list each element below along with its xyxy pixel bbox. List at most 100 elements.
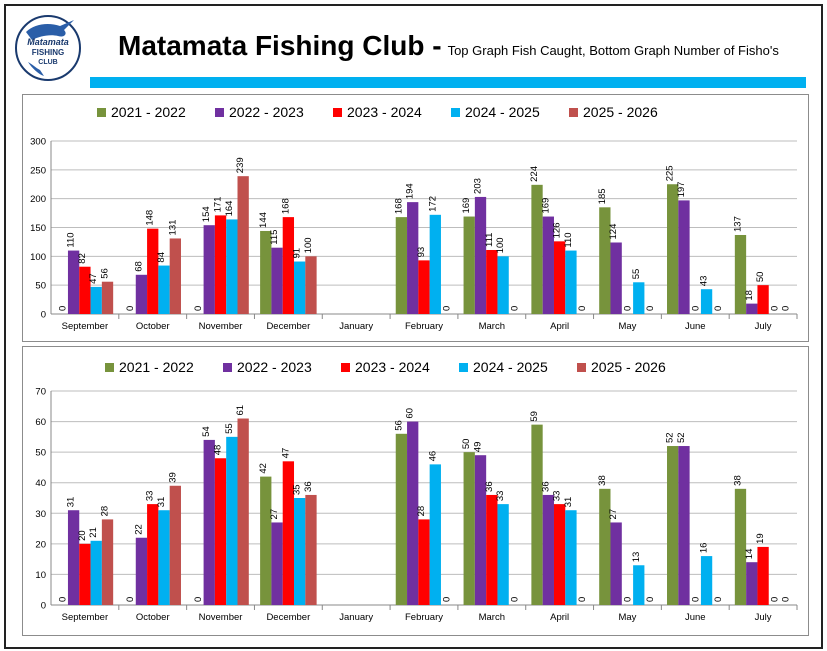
legend-swatch-2022-2023 (215, 108, 224, 117)
bar-2023-2024-october (147, 504, 159, 605)
y-tick-label: 250 (30, 165, 46, 176)
bar-2022-2023-december (271, 247, 283, 314)
data-label: 115 (269, 230, 280, 245)
category-label-december: December (266, 321, 310, 332)
data-label: 168 (280, 198, 291, 214)
bar-2025-2026-october (169, 485, 181, 605)
bar-2025-2026-december (305, 256, 317, 314)
data-label: 47 (88, 273, 99, 284)
page-title: Matamata Fishing Club - Top Graph Fish Ca… (118, 30, 779, 62)
data-label: 0 (713, 597, 724, 602)
bar-2022-2023-june (678, 200, 690, 314)
legend-entry-2024-2025: 2024 - 2025 (473, 359, 548, 375)
data-label: 50 (461, 439, 472, 450)
data-label: 36 (303, 481, 314, 492)
data-label: 61 (235, 405, 246, 416)
data-label: 0 (769, 306, 780, 311)
legend-entry-2021-2022: 2021 - 2022 (119, 359, 194, 375)
bar-2021-2022-december (260, 230, 272, 314)
data-label: 31 (156, 497, 167, 508)
category-label-may: May (618, 612, 636, 623)
bar-2024-2025-september (90, 286, 102, 314)
data-label: 38 (732, 475, 743, 486)
bar-2022-2023-may (610, 242, 622, 314)
bar-2023-2024-april (553, 504, 566, 605)
y-tick-label: 20 (35, 539, 46, 550)
bar-2021-2022-december (260, 476, 272, 605)
legend-swatch-2021-2022 (105, 363, 114, 372)
bar-2023-2024-july (757, 285, 769, 314)
data-label: 0 (57, 306, 68, 311)
data-label: 185 (597, 188, 608, 204)
title-text: Matamata Fishing Club - (118, 30, 442, 61)
bar-2023-2024-july (757, 546, 769, 605)
data-label: 31 (66, 497, 77, 508)
bar-2024-2025-september (90, 540, 102, 605)
data-label: 172 (427, 196, 438, 212)
y-tick-label: 30 (35, 509, 46, 520)
data-label: 13 (631, 552, 642, 563)
bar-2022-2023-march (474, 196, 487, 314)
data-label: 47 (280, 448, 291, 459)
data-label: 14 (744, 549, 755, 560)
data-label: 60 (405, 408, 416, 419)
bar-2023-2024-december (282, 217, 295, 314)
data-label: 19 (755, 533, 766, 544)
data-label: 131 (167, 220, 178, 236)
data-label: 33 (145, 491, 156, 502)
legend-swatch-2024-2025 (451, 108, 460, 117)
y-tick-label: 10 (35, 570, 46, 581)
data-label: 0 (690, 306, 701, 311)
category-label-september: September (62, 612, 108, 623)
data-label: 54 (201, 426, 212, 437)
bar-2024-2025-december (294, 261, 306, 314)
bar-2021-2022-february (395, 217, 408, 314)
legend-swatch-2022-2023 (223, 363, 232, 372)
data-label: 197 (676, 182, 687, 198)
marlin-fish-icon (26, 20, 74, 40)
data-label: 39 (167, 472, 178, 483)
y-tick-label: 100 (30, 252, 46, 263)
data-label: 52 (665, 432, 676, 443)
category-label-february: February (405, 321, 443, 332)
legend-swatch-2024-2025 (459, 363, 468, 372)
bar-2024-2025-march (497, 256, 509, 314)
category-label-june: June (685, 612, 706, 623)
data-label: 33 (552, 491, 563, 502)
y-tick-label: 200 (30, 194, 46, 205)
bar-2022-2023-june (678, 446, 690, 605)
bar-2022-2023-july (746, 562, 758, 605)
bar-2025-2026-december (305, 494, 317, 605)
data-label: 33 (495, 491, 506, 502)
bar-2023-2024-december (282, 461, 295, 605)
data-label: 0 (622, 597, 633, 602)
category-label-november: November (199, 321, 243, 332)
data-label: 36 (484, 481, 495, 492)
bar-2022-2023-september (67, 250, 80, 314)
bar-2022-2023-march (474, 455, 487, 605)
bar-2023-2024-april (553, 241, 566, 314)
bar-2021-2022-april (531, 424, 543, 605)
bar-2024-2025-june (700, 289, 713, 314)
data-label: 194 (405, 183, 416, 199)
bar-2022-2023-december (271, 522, 283, 605)
bar-2024-2025-march (497, 504, 509, 605)
bar-2024-2025-may (633, 565, 645, 605)
bar-2022-2023-february (407, 421, 419, 605)
fishos-chart: 0 10 20 30 40 50 60 70 September 0 31 20 21 28 October… (22, 346, 809, 636)
bar-2021-2022-june (667, 446, 679, 605)
data-label: 137 (732, 216, 743, 232)
data-label: 27 (608, 509, 619, 520)
data-label: 42 (258, 463, 269, 474)
data-label: 110 (563, 232, 574, 247)
category-label-july: July (755, 612, 772, 623)
data-label: 84 (156, 252, 167, 263)
y-tick-label: 60 (35, 417, 46, 428)
data-label: 0 (645, 597, 656, 602)
bar-2022-2023-february (407, 202, 419, 314)
data-label: 18 (744, 290, 755, 301)
bar-2023-2024-november (214, 215, 227, 314)
bar-2023-2024-february (418, 260, 430, 314)
data-label: 154 (201, 206, 212, 222)
